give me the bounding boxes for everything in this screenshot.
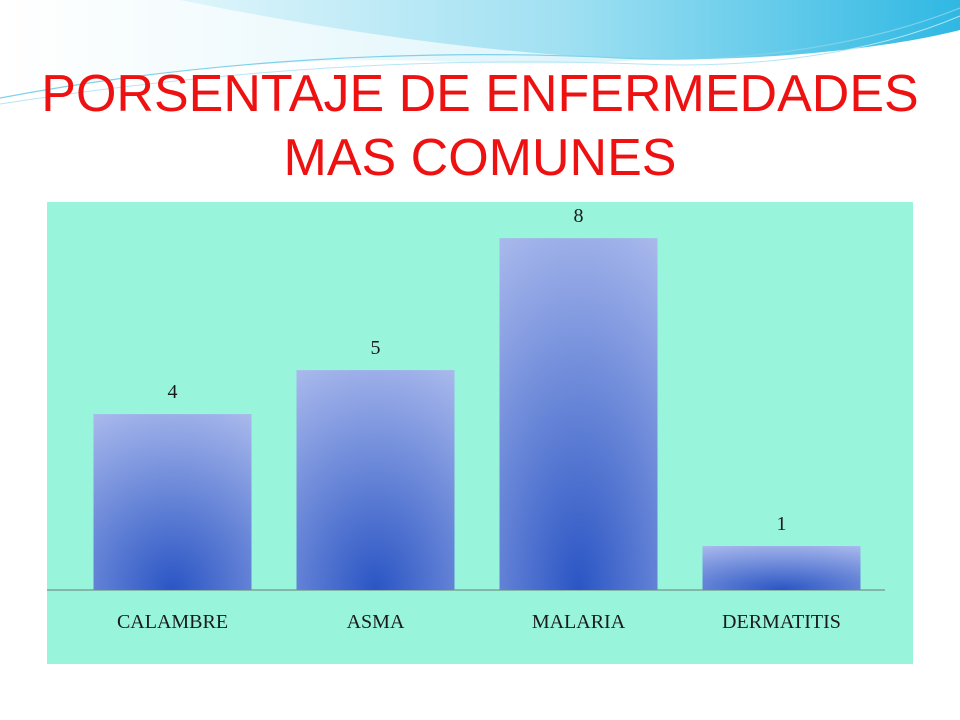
bar-chart-svg: 4 CALAMBRE 5 ASMA 8 MALARIA 1 DERMATITIS bbox=[47, 205, 885, 633]
category-label-malaria: MALARIA bbox=[532, 611, 626, 633]
decorative-wave-header bbox=[0, 0, 960, 105]
category-label-dermatitis: DERMATITIS bbox=[722, 611, 841, 633]
slide-title-line-1: PORSENTAJE DE ENFERMEDADES bbox=[41, 65, 919, 123]
bar-calambre bbox=[93, 414, 252, 590]
slide-title-line-2: MAS COMUNES bbox=[283, 129, 677, 187]
data-label-asma: 5 bbox=[371, 337, 381, 359]
bar-asma bbox=[296, 370, 455, 590]
category-label-asma: ASMA bbox=[347, 611, 405, 633]
bar-chart: 4 CALAMBRE 5 ASMA 8 MALARIA 1 DERMATITIS bbox=[47, 202, 913, 664]
data-label-malaria: 8 bbox=[574, 205, 584, 227]
category-label-calambre: CALAMBRE bbox=[117, 611, 228, 633]
data-label-dermatitis: 1 bbox=[777, 513, 787, 535]
slide-title: PORSENTAJE DE ENFERMEDADES MAS COMUNES bbox=[40, 62, 920, 190]
bar-dermatitis bbox=[702, 546, 861, 590]
data-label-calambre: 4 bbox=[168, 381, 178, 403]
bar-malaria bbox=[499, 238, 658, 590]
